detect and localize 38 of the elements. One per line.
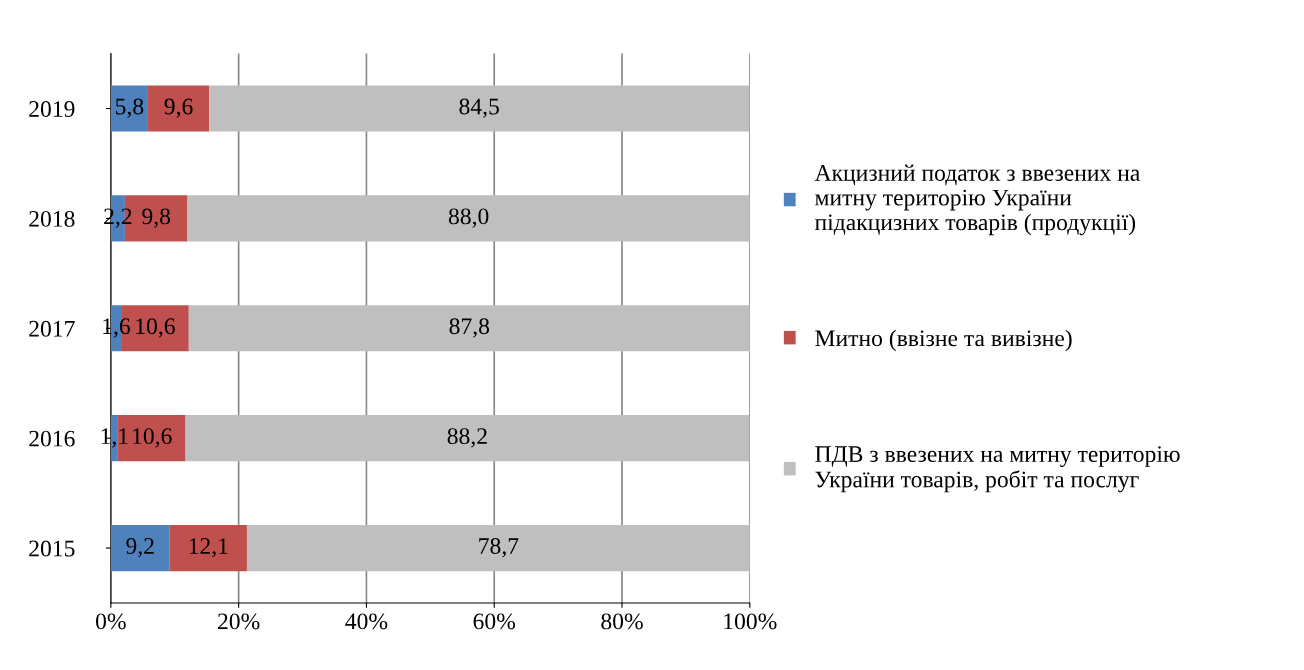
bar (110, 85, 148, 132)
x-tick-label: 40% (345, 613, 388, 630)
y-tick-label: 2018 (29, 210, 75, 227)
x-tick-label: 20% (218, 613, 260, 630)
x-tick-label: 0% (96, 613, 126, 630)
data-label: 10,6 (133, 428, 172, 448)
data-label: 88,0 (448, 208, 489, 228)
bar (188, 305, 750, 352)
bar (147, 85, 210, 132)
data-label: 9,8 (142, 208, 171, 228)
bar (169, 524, 247, 572)
data-label: 9,6 (164, 98, 193, 118)
data-label: 88,2 (447, 428, 487, 448)
data-label: 2,2 (104, 208, 132, 228)
data-label: 1,1 (101, 428, 128, 448)
data-label: 1,6 (103, 318, 130, 338)
legend-label: ПДВ з ввезених на митну територію України товарів, робіт та послуг (815, 446, 1180, 493)
data-label: 84,5 (459, 98, 499, 118)
x-tick-label: 100% (724, 613, 777, 630)
bar (187, 195, 750, 242)
x-tick-label: 80% (601, 613, 643, 630)
y-tick-label: 2015 (29, 540, 75, 557)
data-label: 78,7 (479, 538, 519, 558)
data-label: 87,8 (449, 318, 490, 338)
data-label: 12,1 (189, 538, 228, 558)
y-tick-label: 2019 (29, 101, 75, 117)
data-label: 10,6 (136, 318, 175, 338)
x-tick-label: 60% (473, 613, 516, 630)
bar (209, 85, 750, 132)
bar (246, 524, 750, 572)
bar (185, 415, 750, 462)
bar (110, 524, 170, 572)
legend-label: Акцизний податок з ввезених на митну територію України підакцизних товарів (продукції) (814, 164, 1140, 236)
y-tick-label: 2016 (29, 430, 75, 447)
legend-label: Митно (ввізне та вивізне) (815, 329, 1072, 352)
y-tick-label: 2017 (29, 320, 75, 337)
data-label: 5,8 (115, 98, 144, 118)
data-label: 9,2 (126, 538, 154, 558)
